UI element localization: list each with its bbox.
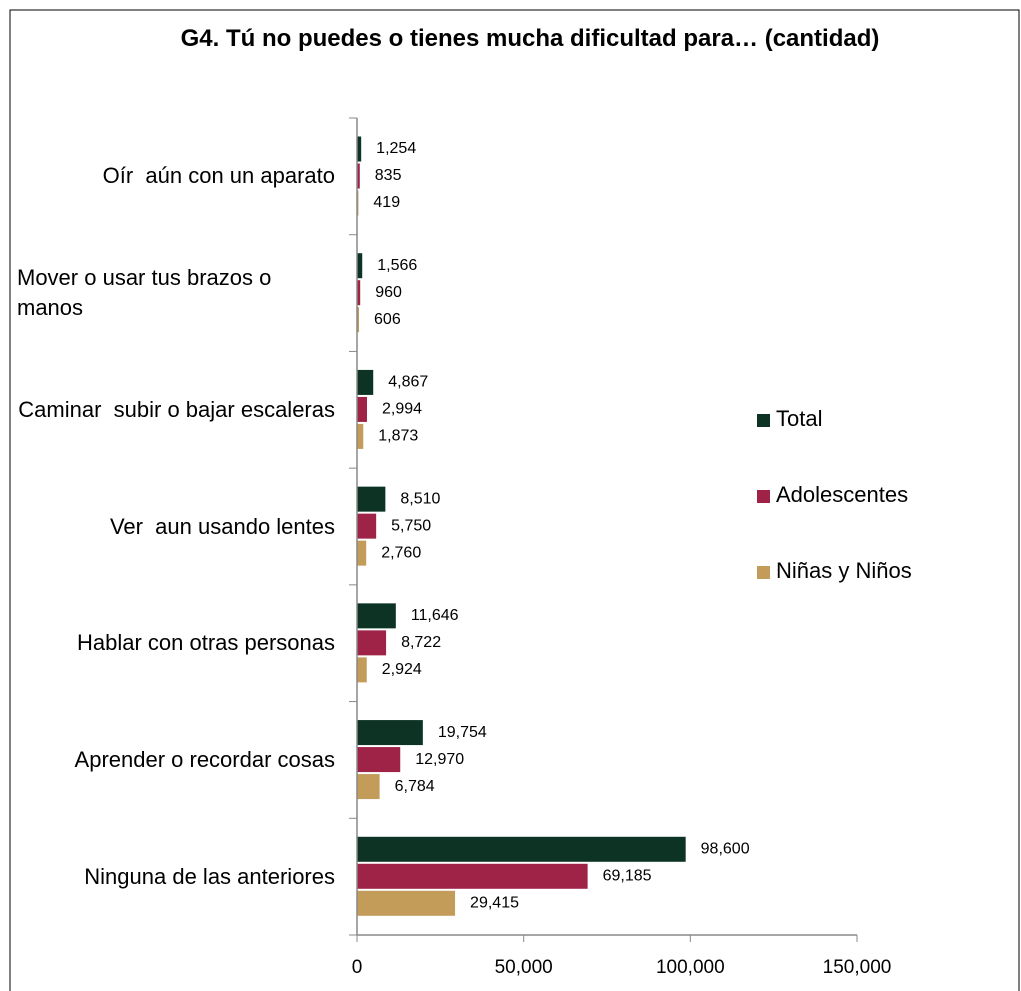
data-label: 1,873	[378, 428, 418, 445]
bar	[357, 603, 396, 629]
category-label: Ninguna de las anteriores	[84, 863, 335, 889]
bar	[357, 396, 367, 422]
x-tick-label: 100,000	[656, 957, 725, 978]
legend-label: Niñas y Niños	[776, 558, 912, 583]
legend-label: Adolescentes	[776, 482, 908, 507]
data-label: 2,994	[382, 401, 422, 418]
bar	[357, 836, 686, 862]
data-label: 419	[373, 194, 400, 211]
category-label: Aprender o recordar cosas	[74, 746, 335, 772]
data-label: 4,867	[388, 374, 428, 391]
data-label: 8,722	[401, 634, 441, 651]
bar	[357, 423, 364, 449]
data-label: 69,185	[603, 868, 652, 885]
data-label: 2,924	[382, 661, 422, 678]
data-label: 8,510	[400, 490, 440, 507]
data-label: 11,646	[411, 607, 459, 624]
legend-swatch	[757, 414, 770, 427]
data-label: 2,760	[381, 544, 421, 561]
data-label: 5,750	[391, 517, 431, 534]
bar	[357, 513, 377, 539]
bar	[357, 486, 386, 512]
bar	[357, 369, 374, 395]
chart-border	[9, 9, 1020, 991]
bar	[357, 307, 360, 333]
data-label: 98,600	[701, 841, 750, 858]
data-label: 960	[375, 284, 402, 301]
bar	[357, 774, 380, 800]
bar	[357, 630, 387, 656]
bar	[357, 253, 363, 279]
data-label: 835	[375, 167, 402, 184]
category-label: Caminar subir o bajar escaleras	[18, 396, 335, 422]
data-label: 12,970	[415, 751, 464, 768]
bar	[357, 136, 362, 162]
bar	[357, 657, 367, 683]
data-label: 19,754	[438, 724, 487, 741]
x-tick-label: 50,000	[495, 957, 553, 978]
bar	[357, 280, 361, 306]
bar	[357, 890, 456, 916]
bar	[357, 720, 423, 746]
bar	[357, 747, 401, 773]
category-label: Ver aun usando lentes	[109, 513, 335, 539]
category-label: Oír aún con un aparato	[102, 163, 335, 189]
data-label: 1,254	[376, 140, 416, 157]
chart-title: G4. Tú no puedes o tienes mucha dificult…	[180, 25, 880, 52]
bar	[357, 540, 367, 566]
category-label: Hablar con otras personas	[76, 630, 335, 656]
x-tick-label: 150,000	[823, 957, 892, 978]
data-label: 6,784	[395, 778, 435, 795]
bar	[357, 163, 360, 189]
category-label: Mover o usar tus brazos o manos	[17, 265, 278, 321]
legend-swatch	[757, 566, 770, 579]
x-tick-label: 0	[352, 957, 363, 978]
legend-swatch	[757, 490, 770, 503]
data-label: 29,415	[470, 895, 519, 912]
legend-label: Total	[776, 406, 822, 431]
data-label: 606	[374, 311, 401, 328]
data-label: 1,566	[377, 257, 417, 274]
bar	[357, 863, 588, 889]
